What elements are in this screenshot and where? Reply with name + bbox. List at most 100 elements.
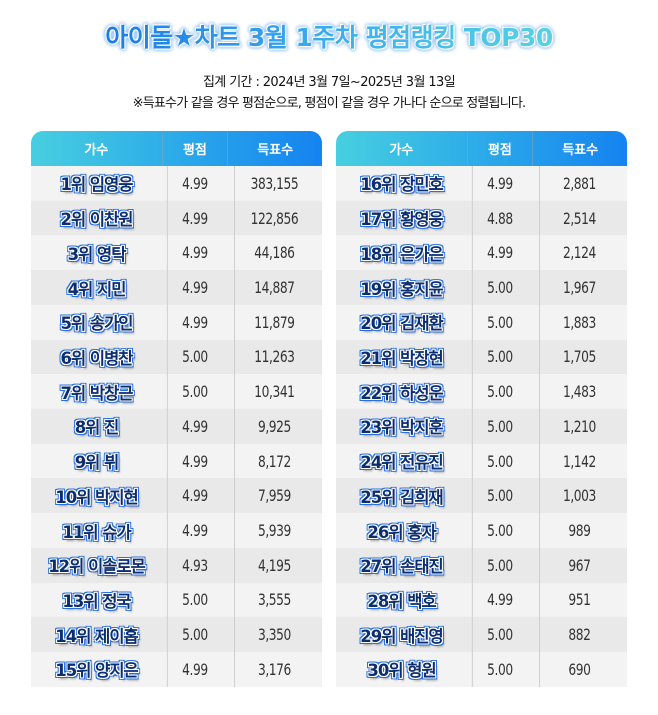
table-row: 17위 황영웅 4.88 2,514: [336, 200, 627, 236]
rating-value-cell: 5.00: [471, 513, 527, 548]
table-row: 15위 양지은 4.99 3,176: [31, 652, 322, 687]
rating-value: 4.88: [487, 208, 513, 228]
table-row: 9위 뷔 4.99 8,172: [31, 443, 322, 479]
rating-value-cell: 5.00: [471, 409, 527, 444]
rating-value: 4.93: [182, 555, 208, 575]
votes-value: 44,186: [254, 243, 295, 263]
singer-name-cell: 28위 백호: [336, 583, 467, 618]
votes-value-cell: 967: [539, 547, 619, 583]
column-header-rating: 평점: [466, 131, 533, 166]
table-row: 18위 은가은 4.99 2,124: [336, 235, 627, 271]
votes-value-cell: 3,176: [234, 652, 314, 687]
rating-value-cell: 5.00: [471, 478, 527, 514]
singer-name: 24위 전유진: [360, 453, 443, 473]
rating-value: 5.00: [487, 659, 513, 679]
votes-value: 9,925: [257, 416, 291, 436]
table-row: 6위 이병찬 5.00 11,263: [31, 339, 322, 375]
singer-name: 5위 송가인: [60, 314, 134, 334]
table-row: 7위 박창근 5.00 10,341: [31, 374, 322, 410]
votes-value-cell: 11,879: [234, 304, 314, 340]
votes-value-cell: 1,142: [539, 443, 619, 479]
singer-name-cell: 1위 임영웅: [31, 166, 162, 201]
votes-value-cell: 10,341: [234, 374, 314, 410]
rating-value-cell: 4.99: [166, 200, 222, 236]
votes-value: 3,176: [257, 659, 291, 679]
rating-value: 5.00: [182, 625, 208, 645]
singer-name-cell: 5위 송가인: [31, 305, 162, 340]
rating-value: 4.99: [182, 278, 208, 298]
singer-name: 20위 김재환: [360, 314, 443, 334]
votes-value: 1,883: [562, 312, 596, 332]
singer-name-cell: 3위 영탁: [31, 235, 162, 270]
rating-value: 5.00: [182, 382, 208, 402]
rating-value-cell: 4.88: [471, 200, 527, 236]
votes-value: 690: [568, 659, 591, 679]
rating-value: 4.99: [182, 173, 208, 193]
rating-value: 5.00: [487, 451, 513, 471]
rating-value-cell: 5.00: [166, 339, 222, 375]
rating-value-cell: 5.00: [471, 652, 527, 687]
table-row: 21위 박장현 5.00 1,705: [336, 339, 627, 375]
singer-name-cell: 24위 전유진: [336, 444, 467, 479]
votes-value: 8,172: [257, 451, 291, 471]
column-header-votes: 득표수: [227, 131, 322, 166]
votes-value-cell: 1,967: [539, 270, 619, 305]
votes-value-cell: 5,939: [234, 513, 314, 548]
table-row: 1위 임영웅 4.99 383,155: [31, 166, 322, 201]
column-header-singer: 가수: [389, 143, 414, 158]
singer-name: 6위 이병찬: [60, 348, 134, 368]
table-body: 1위 임영웅 4.99 383,155 2위 이찬원 4.99 122,856 3위 영탁 4…: [31, 166, 322, 687]
singer-name-cell: 2위 이찬원: [31, 201, 162, 236]
table-row: 11위 슈가 4.99 5,939: [31, 513, 322, 548]
votes-value: 1,003: [562, 486, 596, 506]
rating-value-cell: 5.00: [471, 443, 527, 479]
rating-value: 5.00: [487, 278, 513, 298]
votes-value-cell: 1,483: [539, 374, 619, 410]
votes-value: 989: [568, 521, 591, 541]
rating-value-cell: 4.99: [166, 443, 222, 479]
rating-value-cell: 4.99: [166, 304, 222, 340]
votes-value: 967: [568, 555, 591, 575]
ranking-table-left: 가수 평점 득표수 1위 임영웅 4.99 383,155 2위 이찬원 4.99 122…: [31, 131, 322, 687]
rating-value-cell: 5.00: [166, 617, 222, 653]
title-text: 아이돌★차트 3월 1주차 평점랭킹 TOP30: [105, 23, 553, 52]
table-row: 20위 김재환 5.00 1,883: [336, 304, 627, 340]
singer-name: 15위 양지은: [55, 661, 138, 681]
votes-value: 5,939: [257, 521, 291, 541]
singer-name-cell: 6위 이병찬: [31, 340, 162, 375]
rating-value: 4.99: [182, 416, 208, 436]
table-row: 24위 전유진 5.00 1,142: [336, 443, 627, 479]
votes-value: 1,483: [562, 382, 596, 402]
singer-name-cell: 14위 제이홉: [31, 617, 162, 652]
column-header-votes: 득표수: [532, 131, 627, 166]
votes-value: 3,350: [257, 625, 291, 645]
votes-value: 383,155: [250, 173, 299, 193]
singer-name: 11위 슈가: [62, 522, 131, 542]
table-row: 13위 정국 5.00 3,555: [31, 582, 322, 618]
rating-value-cell: 4.99: [166, 235, 222, 271]
rating-value: 5.00: [487, 416, 513, 436]
singer-name: 21위 박장현: [360, 348, 443, 368]
votes-value: 1,705: [562, 347, 596, 367]
sort-note: ※득표수가 같을 경우 평점순으로, 평점이 같을 경우 가나다 순으로 정렬됩…: [132, 96, 527, 111]
singer-name: 14위 제이홉: [55, 626, 138, 646]
rating-value: 5.00: [487, 347, 513, 367]
rating-value-cell: 5.00: [471, 270, 527, 305]
singer-name-cell: 29위 배진영: [336, 617, 467, 652]
singer-name: 27위 손태진: [360, 557, 443, 577]
rating-value-cell: 4.99: [166, 166, 222, 201]
rating-value-cell: 5.00: [471, 374, 527, 410]
table-row: 25위 김희재 5.00 1,003: [336, 478, 627, 514]
rating-value: 5.00: [182, 590, 208, 610]
singer-name: 18위 은가은: [360, 244, 443, 264]
rating-value: 4.99: [182, 451, 208, 471]
rating-value: 4.99: [182, 312, 208, 332]
table-row: 19위 홍지윤 5.00 1,967: [336, 270, 627, 305]
rating-value: 4.99: [182, 208, 208, 228]
table-row: 4위 지민 4.99 14,887: [31, 270, 322, 305]
singer-name: 2위 이찬원: [60, 210, 134, 230]
rating-value: 4.99: [182, 659, 208, 679]
singer-name: 3위 영탁: [67, 244, 127, 264]
singer-name-cell: 30위 형원: [336, 652, 467, 687]
column-header-singer: 가수: [84, 143, 109, 158]
